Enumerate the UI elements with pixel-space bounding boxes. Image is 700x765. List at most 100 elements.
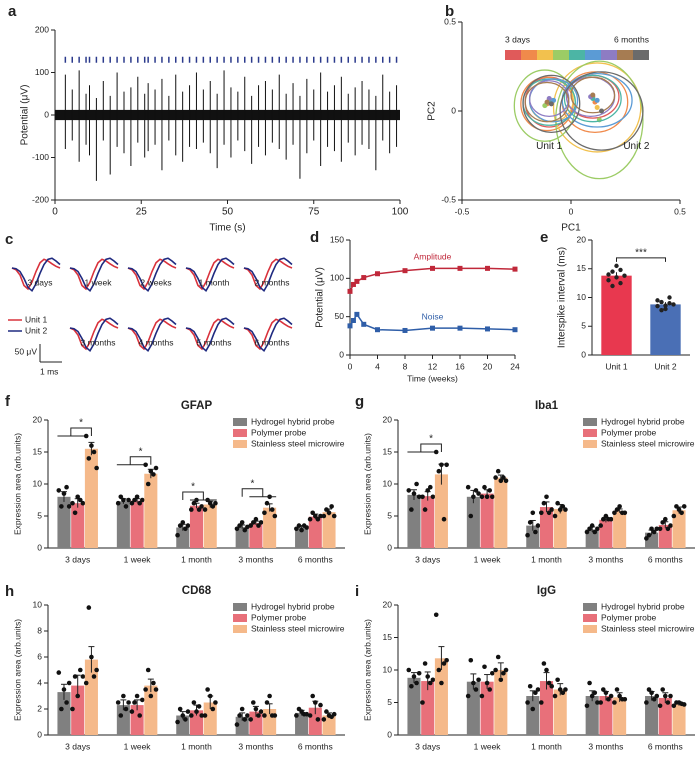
x-tick-label: 0: [348, 361, 353, 371]
data-point: [433, 612, 439, 618]
bar: [144, 473, 158, 548]
waveform-label: 1 week: [85, 277, 113, 287]
x-tick-label: 6 months: [648, 554, 683, 564]
bar: [322, 512, 336, 548]
data-point: [420, 700, 425, 705]
y-tick-label: 6: [37, 651, 42, 661]
y-axis-label: Expression area (arb.units): [12, 433, 22, 535]
data-point: [313, 700, 318, 705]
data-point: [140, 697, 145, 703]
x-tick-label: 3 days: [65, 741, 90, 751]
data-point: [610, 283, 615, 289]
data-point: [503, 667, 509, 673]
data-point: [258, 520, 264, 525]
significance-bracket: [129, 456, 152, 465]
data-point: [416, 670, 422, 676]
series-label: Noise: [422, 311, 444, 321]
data-point: [137, 713, 142, 718]
data-point: [318, 702, 323, 708]
data-point: [530, 510, 536, 516]
data-point: [262, 510, 267, 516]
data-point: [539, 510, 544, 516]
x-tick-label: 6 months: [298, 554, 333, 564]
x-tick-label: 12: [428, 361, 438, 371]
bar: [526, 696, 540, 735]
data-point: [251, 700, 256, 705]
bar: [295, 712, 309, 735]
data-point: [430, 494, 436, 500]
data-point: [294, 526, 299, 532]
bar: [539, 681, 554, 735]
legend-swatch: [233, 625, 247, 633]
marker: [402, 327, 408, 333]
data-point: [151, 472, 156, 477]
data-point: [490, 494, 495, 500]
waveform-label: 3 months: [81, 337, 116, 347]
data-point: [667, 301, 672, 306]
data-point: [618, 267, 623, 273]
significance-label: *: [79, 418, 83, 429]
waveform: [11, 257, 61, 293]
chart-title: Iba1: [535, 400, 559, 412]
x-tick-label: 3 months: [588, 554, 623, 564]
y-tick-label: -100: [32, 152, 49, 162]
data-point: [608, 693, 614, 699]
x-tick-label: 25: [136, 207, 148, 218]
x-tick-label: 20: [483, 361, 493, 371]
data-point: [444, 462, 449, 468]
data-point: [80, 674, 86, 679]
data-point: [422, 661, 428, 666]
bar: [494, 670, 508, 735]
y-tick-label: 10: [577, 292, 587, 302]
marker: [512, 266, 518, 272]
data-point: [544, 667, 549, 673]
data-point: [153, 687, 159, 692]
data-point: [671, 703, 677, 709]
data-point: [614, 687, 620, 692]
data-point: [667, 295, 672, 300]
data-point: [681, 702, 687, 707]
data-point: [646, 532, 652, 538]
significance-bracket: [182, 491, 204, 500]
waveform-label: 3 days: [27, 277, 52, 287]
data-point: [262, 713, 267, 718]
data-point: [676, 507, 682, 512]
legend-swatch: [601, 50, 617, 60]
bar: [599, 696, 613, 735]
data-point: [592, 690, 598, 696]
waveform: [185, 258, 235, 291]
legend-swatch: [633, 50, 649, 60]
bar: [308, 516, 322, 548]
data-point: [132, 497, 137, 503]
cluster-centroid: [590, 92, 596, 98]
legend-swatch: [233, 429, 247, 437]
legend-swatch: [521, 50, 537, 60]
data-point: [560, 504, 566, 509]
data-point: [484, 680, 490, 686]
waveform: [243, 257, 293, 293]
data-point: [589, 693, 595, 699]
x-tick-label: 1 week: [474, 741, 502, 751]
waveform: [127, 317, 177, 353]
data-point: [213, 700, 218, 705]
data-point: [601, 516, 606, 522]
data-point: [310, 693, 316, 699]
data-point: [490, 670, 495, 676]
x-tick-label: 3 days: [415, 741, 440, 751]
x-tick-label: 1 week: [474, 554, 502, 564]
data-point: [66, 680, 72, 686]
data-point: [430, 677, 436, 683]
data-point: [313, 513, 318, 519]
data-point: [563, 687, 568, 692]
data-point: [129, 500, 135, 506]
bar: [421, 681, 435, 735]
x-tick-label: 6 months: [648, 741, 683, 751]
legend-swatch: [553, 50, 569, 60]
series-label: Amplitude: [414, 252, 452, 262]
bar: [599, 519, 613, 548]
y-tick-label: 0.5: [444, 16, 456, 26]
data-point: [473, 687, 479, 692]
data-point: [465, 484, 471, 490]
annotation: Unit 2: [623, 141, 650, 152]
significance-label: *: [139, 446, 143, 457]
